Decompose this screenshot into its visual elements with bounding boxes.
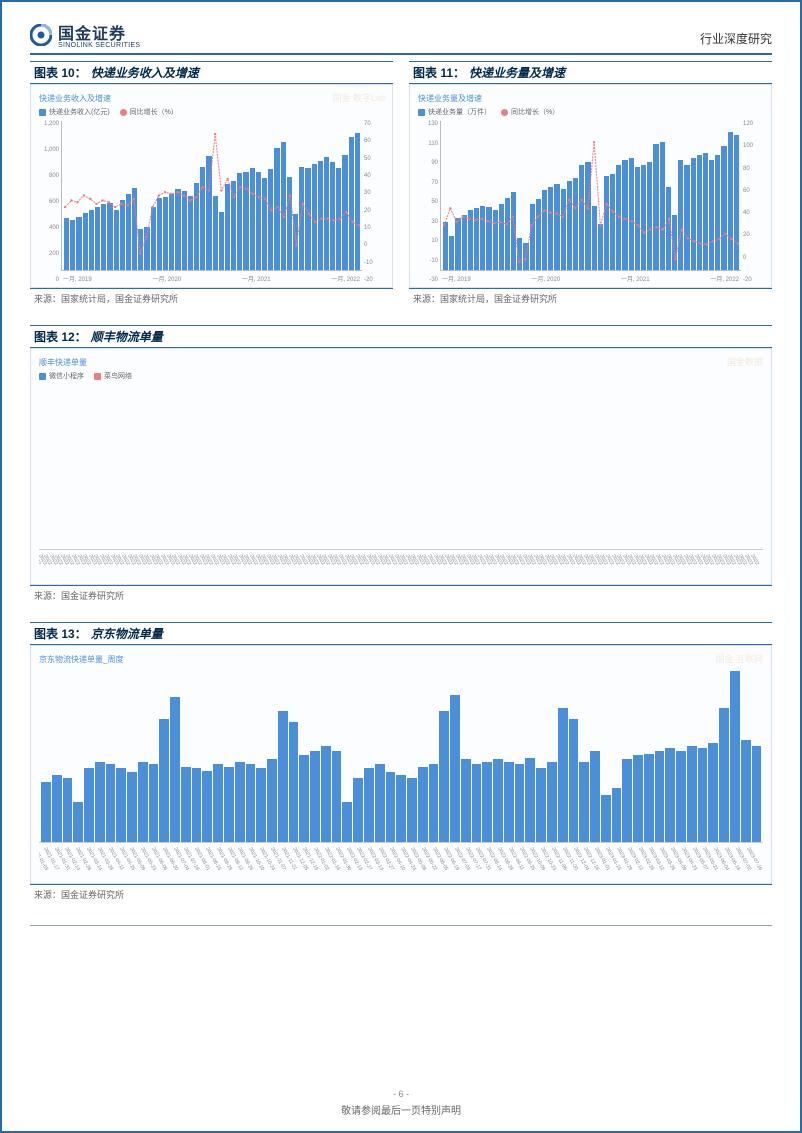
chart11-yaxis-left: 1301109070503010-10-30 — [418, 121, 438, 283]
chart10-legend-bar: 快递业务收入(亿元) — [39, 107, 110, 117]
chart12-card: 顺丰快递单量 微信小程序 菜鸟网络 2022202220222022202220… — [30, 348, 772, 585]
chart11-legend: 快递业务量（万件） 同比增长（%） — [418, 107, 763, 117]
chart11-yaxis-right: 120100806040200-20 — [743, 121, 761, 283]
chart10-yaxis-left: 1,2001,0008006004002000 — [39, 121, 59, 283]
top-charts-row: 图表 10： 快递业务收入及增速 快递业务收入及增速 快递业务收入(亿元) 同比增… — [30, 61, 772, 311]
chart12-source: 来源：国金证券研究所 — [30, 585, 772, 608]
chart13-title: 京东物流单量 — [91, 627, 163, 641]
chart10-xaxis: 一月, 2019一月, 2020一月, 2021一月, 2022 — [61, 274, 362, 283]
logo: 国金证券 SINOLINK SECURITIES — [30, 20, 140, 49]
chart12-legend: 微信小程序 菜鸟网络 — [39, 371, 763, 381]
chart10-title-row: 图表 10： 快递业务收入及增速 — [30, 61, 393, 84]
chart10-title: 快递业务收入及增速 — [91, 66, 199, 80]
bottom-rule — [30, 925, 772, 926]
logo-text-cn: 国金证券 — [58, 26, 126, 43]
chart11-number: 图表 11： — [413, 66, 465, 80]
chart12-xaxis: 2022202220222022202220222022202220222022… — [39, 552, 763, 580]
chart10-yaxis-right: 706050403020100-10-20 — [364, 121, 382, 283]
header-right-text: 行业深度研究 — [700, 30, 772, 49]
chart13-card: 京东物流快递单量_周度 2021-01-032021-01-172021-01-… — [30, 645, 772, 884]
chart10-subtitle: 快递业务收入及增速 — [39, 93, 384, 104]
chart13-title-row: 图表 13： 京东物流单量 — [30, 622, 772, 645]
chart10-legend-line: 同比增长（%） — [120, 107, 178, 117]
chart11-legend-bar: 快递业务量（万件） — [418, 107, 491, 117]
chart12-title: 顺丰物流单量 — [91, 330, 163, 344]
chart12-subtitle: 顺丰快递单量 — [39, 357, 763, 368]
logo-text-block: 国金证券 SINOLINK SECURITIES — [58, 20, 140, 49]
chart13-plot — [39, 668, 763, 843]
chart13-source: 来源：国金证券研究所 — [30, 884, 772, 907]
chart12-legend-blue: 微信小程序 — [39, 371, 84, 381]
chart11-legend-line: 同比增长（%） — [501, 107, 559, 117]
chart13-subtitle: 京东物流快递单量_周度 — [39, 654, 763, 665]
chart12-legend-red: 菜鸟网络 — [94, 371, 132, 381]
page-header: 国金证券 SINOLINK SECURITIES 行业深度研究 — [30, 20, 772, 55]
chart10-source: 来源：国家统计局，国金证券研究所 — [30, 288, 393, 311]
chart11-subtitle: 快递业务量及增速 — [418, 93, 763, 104]
chart10-block: 图表 10： 快递业务收入及增速 快递业务收入及增速 快递业务收入(亿元) 同比增… — [30, 61, 393, 311]
chart11-xaxis: 一月, 2019一月, 2020一月, 2021一月, 2022 — [440, 274, 741, 283]
footer-disclaimer: 敬请参阅最后一页特别声明 — [2, 1102, 800, 1117]
chart11-plot — [440, 121, 741, 271]
chart10-legend: 快递业务收入(亿元) 同比增长（%） — [39, 107, 384, 117]
chart13-number: 图表 13： — [34, 627, 87, 641]
chart13-block: 图表 13： 京东物流单量 京东物流快递单量_周度 2021-01-032021-… — [30, 622, 772, 907]
chart13-xaxis: 2021-01-032021-01-172021-01-312021-02-14… — [39, 845, 763, 879]
chart11-title: 快递业务量及增速 — [469, 66, 565, 80]
chart12-plot — [39, 385, 763, 550]
chart11-block: 图表 11： 快递业务量及增速 快递业务量及增速 快递业务量（万件） 同比增长（%… — [409, 61, 772, 311]
chart12-number: 图表 12： — [34, 330, 87, 344]
logo-text-en: SINOLINK SECURITIES — [58, 42, 140, 49]
chart11-source: 来源：国家统计局，国金证券研究所 — [409, 288, 772, 311]
logo-icon — [30, 24, 52, 46]
chart10-card: 快递业务收入及增速 快递业务收入(亿元) 同比增长（%） 1,2001,0008… — [30, 84, 393, 288]
chart12-title-row: 图表 12： 顺丰物流单量 — [30, 325, 772, 348]
chart11-title-row: 图表 11： 快递业务量及增速 — [409, 61, 772, 84]
chart10-plot — [61, 121, 362, 271]
chart10-number: 图表 10： — [34, 66, 87, 80]
page-number: - 6 - — [2, 1089, 800, 1099]
chart12-block: 图表 12： 顺丰物流单量 顺丰快递单量 微信小程序 菜鸟网络 202220222… — [30, 325, 772, 608]
chart11-card: 快递业务量及增速 快递业务量（万件） 同比增长（%） 1301109070503… — [409, 84, 772, 288]
